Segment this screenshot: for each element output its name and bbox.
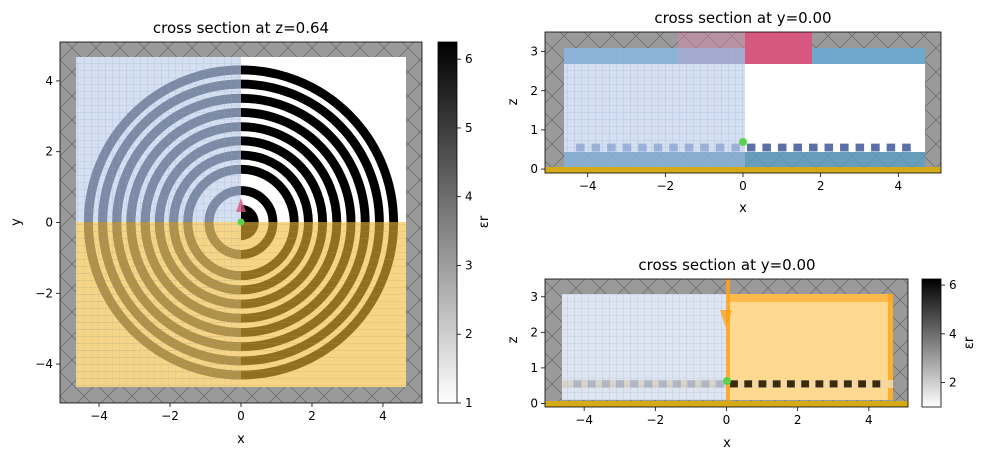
grating-tooth <box>801 380 810 388</box>
panel-xz-bottom-xlabel: x <box>723 436 731 451</box>
panel-xz-bottom-ytick-label: 3 <box>530 290 538 304</box>
panel-xz-top-xtick-label: 0 <box>739 179 747 193</box>
panel-xy-xtick-label: 4 <box>379 409 387 423</box>
grating-tooth <box>787 380 795 388</box>
panel-xz-bottom-ytick-label: 1 <box>530 361 538 375</box>
source-point-b <box>739 138 747 146</box>
colorbar-a <box>437 41 458 404</box>
panel-xy-ytick-label: 2 <box>45 145 53 159</box>
panel-xy-ytick-label: 4 <box>45 74 53 88</box>
grating-tooth <box>746 143 756 152</box>
panel-xz-bottom-xtick-label: 2 <box>794 413 802 427</box>
grating-tooth <box>824 143 834 152</box>
panel-xy: cross section at z=0.64 −4 −2 0 2 4 −4 −2 0 2 4 x… <box>9 19 492 447</box>
grating-tooth <box>902 143 911 152</box>
grating-tooth <box>886 143 896 152</box>
panel-xy-ytick-label: −4 <box>35 357 53 371</box>
panel-xy-ylabel: y <box>9 218 24 226</box>
panel-xz-bottom-xtick-label: −4 <box>575 413 593 427</box>
grating-tooth <box>730 380 738 388</box>
panel-xy-xtick-label: −4 <box>90 409 108 423</box>
grating-tooth <box>871 143 880 152</box>
panel-xz-top-ylabel: z <box>506 98 521 105</box>
colorbar-a-label: εr <box>477 215 492 228</box>
grating-tooth <box>744 380 753 388</box>
grating-tooth <box>762 143 771 152</box>
grating-tooth <box>858 380 867 388</box>
panel-xz-top-xtick-label: 4 <box>894 179 902 193</box>
colorbar-c-tick-label: 2 <box>949 376 957 390</box>
source-point <box>237 218 245 226</box>
panel-xz-top-ytick-label: 0 <box>530 162 538 176</box>
monitor-region <box>745 32 812 64</box>
panel-xz-bottom-ytick-label: 2 <box>530 325 538 339</box>
panel-xy-ytick-label: 0 <box>45 216 53 230</box>
panel-xy-ytick-label: −2 <box>35 286 53 300</box>
colorbar-c-tick-label: 4 <box>949 327 957 341</box>
colorbar-c-label: εr <box>962 336 977 349</box>
panel-xy-title: cross section at z=0.64 <box>153 19 329 37</box>
substrate-c <box>545 401 908 407</box>
grating-tooth <box>855 143 865 152</box>
source-point-c <box>723 377 731 385</box>
panel-xz-top-xtick-label: 2 <box>817 179 825 193</box>
grating-tooth <box>840 143 849 152</box>
panel-xz-top-xtick-label: −4 <box>579 179 597 193</box>
colorbar-a-tick-label: 4 <box>465 190 473 204</box>
colorbar-a-tick-label: 3 <box>465 258 473 272</box>
source-arrow-c-icon <box>720 310 732 328</box>
colorbar-a-tick-label: 2 <box>465 327 473 341</box>
panel-xz-top: cross section at y=0.00 −4 −2 0 2 4 0 1 2 3 x z <box>506 9 942 216</box>
panel-xz-top-xtick-label: −2 <box>657 179 675 193</box>
grating-tooth <box>772 380 781 388</box>
grating-tooth <box>829 380 838 388</box>
panel-xz-top-ytick-label: 2 <box>530 84 538 98</box>
colorbar-c <box>921 278 942 408</box>
grating-tooth <box>758 380 767 388</box>
colorbar-a-tick-label: 1 <box>465 396 473 410</box>
panel-xy-xlabel: x <box>237 432 245 447</box>
panel-xz-bottom: cross section at y=0.00 −4 −2 0 2 4 0 1 2 3 x z <box>506 256 977 451</box>
grating-tooth <box>809 143 818 152</box>
colorbar-c-tick-label: 6 <box>949 278 957 292</box>
panel-xz-bottom-title: cross section at y=0.00 <box>638 256 815 274</box>
panel-xy-xtick-label: −2 <box>161 409 179 423</box>
grating-tooth <box>872 380 881 388</box>
panel-xz-top-xlabel: x <box>739 201 747 216</box>
panel-xz-bottom-ylabel: z <box>506 336 521 343</box>
source-line <box>726 279 730 407</box>
panel-xz-top-ytick-label: 1 <box>530 123 538 137</box>
panel-xy-xtick-label: 2 <box>308 409 316 423</box>
panel-xy-xtick-label: 0 <box>237 409 245 423</box>
panel-xz-top-ytick-label: 3 <box>530 45 538 59</box>
substrate <box>545 167 941 173</box>
source-arrow-icon <box>236 198 246 212</box>
grating-tooth <box>793 143 803 152</box>
colorbar-a-tick-label: 6 <box>465 52 473 66</box>
grating-tooth <box>777 143 787 152</box>
colorbar-a-tick-label: 5 <box>465 121 473 135</box>
panel-xz-bottom-xtick-label: −2 <box>646 413 664 427</box>
grating-tooth <box>815 380 824 388</box>
panel-xz-bottom-xtick-label: 0 <box>723 413 731 427</box>
panel-xz-bottom-ytick-label: 0 <box>530 396 538 410</box>
panel-xz-top-title: cross section at y=0.00 <box>654 9 831 27</box>
grating-tooth <box>843 380 852 388</box>
panel-xz-bottom-xtick-label: 4 <box>865 413 873 427</box>
